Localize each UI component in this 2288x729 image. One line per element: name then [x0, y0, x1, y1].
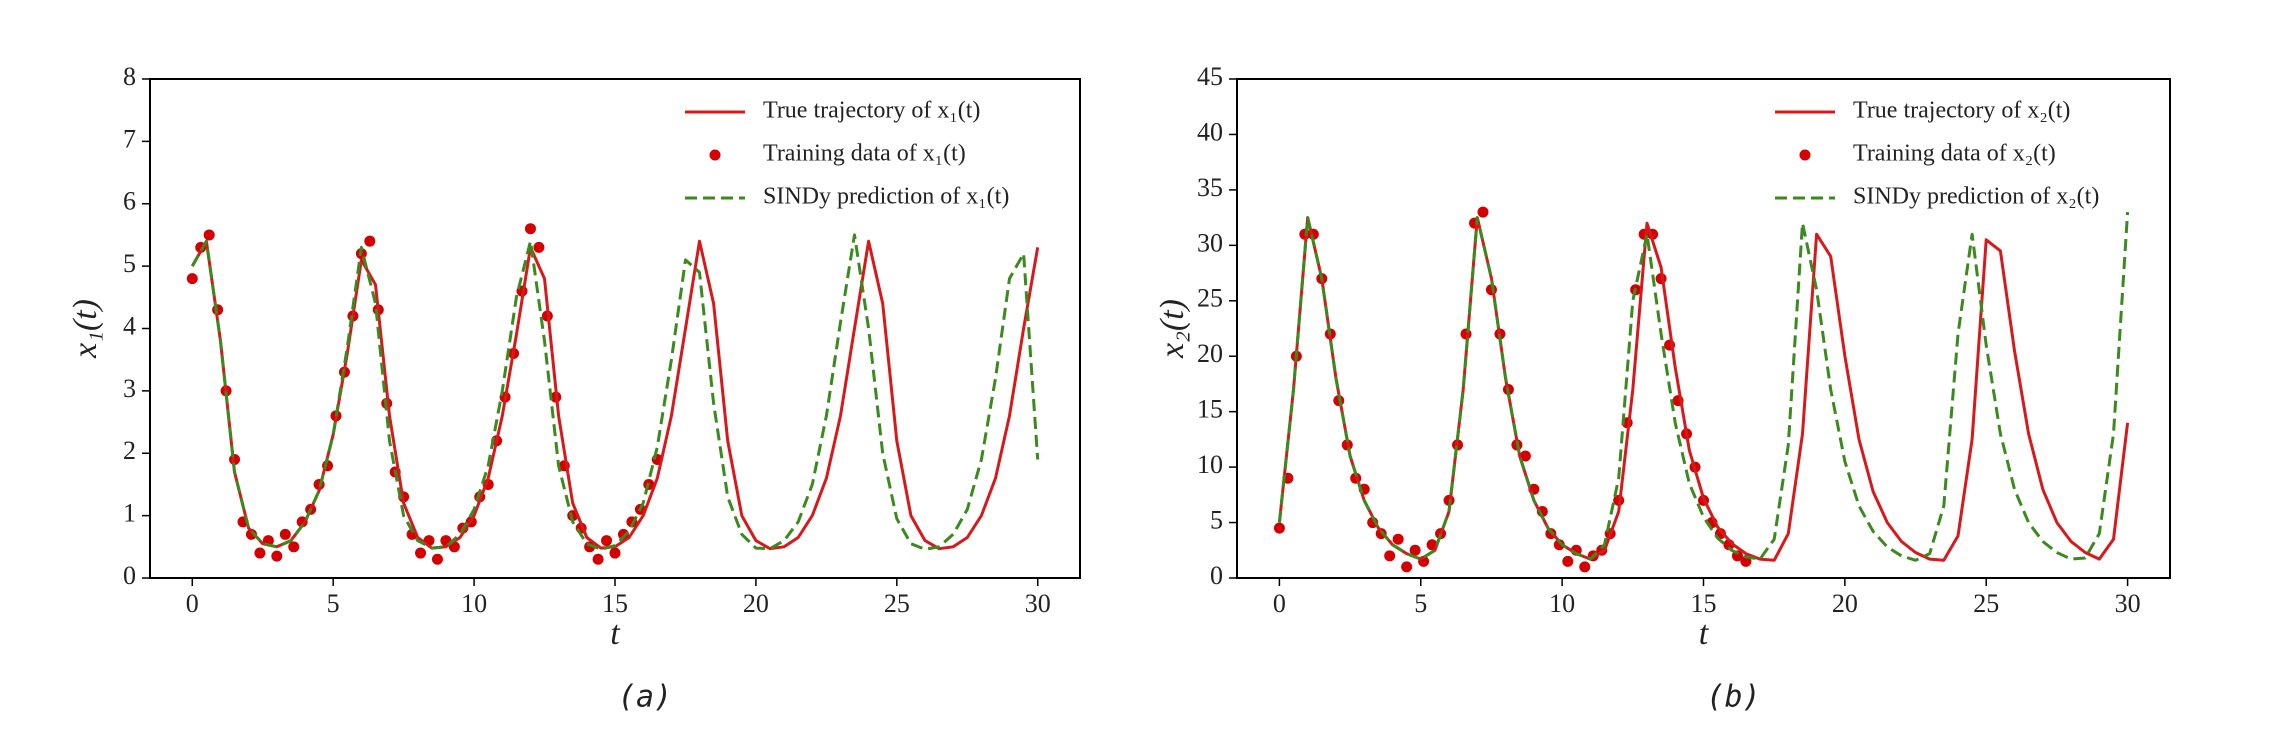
- y-tick-label: 40: [1197, 117, 1223, 146]
- y-tick-label: 45: [1197, 62, 1223, 91]
- data-point: [186, 273, 198, 285]
- data-point: [1409, 544, 1421, 556]
- y-tick-label: 8: [123, 62, 136, 91]
- data-point: [254, 547, 266, 559]
- x-tick-label: 15: [602, 589, 628, 618]
- data-point: [592, 553, 604, 565]
- legend-label: SINDy prediction of x₂(t): [1853, 184, 2099, 210]
- axes-frame: [1236, 78, 2171, 579]
- data-point: [617, 528, 629, 540]
- x-tick-label: 5: [327, 589, 340, 618]
- x-tick-label: 20: [743, 589, 769, 618]
- data-point: [1401, 561, 1413, 573]
- legend-label: True trajectory of x₂(t): [1853, 98, 2070, 124]
- y-tick-label: 4: [123, 311, 136, 340]
- caption: (a): [618, 680, 672, 715]
- legend-marker: [1799, 149, 1811, 161]
- y-tick-label: 35: [1197, 173, 1223, 202]
- data-point: [584, 541, 596, 553]
- data-point: [271, 550, 283, 562]
- data-point: [364, 235, 376, 247]
- data-point: [1553, 539, 1565, 551]
- y-tick-label: 30: [1197, 228, 1223, 257]
- x-tick-label: 25: [1973, 589, 1999, 618]
- y-tick-label: 25: [1197, 284, 1223, 313]
- data-point: [1273, 522, 1285, 534]
- x-axis-label: t: [1699, 615, 1710, 652]
- y-tick-label: 2: [123, 436, 136, 465]
- data-point: [1477, 206, 1489, 218]
- y-tick-label: 20: [1197, 339, 1223, 368]
- plot-area: [1273, 206, 2130, 573]
- data-point: [1384, 550, 1396, 562]
- series-line: [190, 233, 1040, 551]
- axes-frame: [149, 78, 1081, 579]
- x-axis-label: t: [610, 615, 621, 652]
- x-tick-label: 5: [1414, 589, 1427, 618]
- caption: (b): [1706, 680, 1760, 715]
- legend-label: Training data of x₁(t): [763, 141, 966, 167]
- data-point: [609, 547, 621, 559]
- y-tick-label: 3: [123, 374, 136, 403]
- legend-label: True trajectory of x₁(t): [763, 98, 980, 124]
- x-tick-label: 0: [186, 589, 199, 618]
- data-point: [601, 535, 613, 547]
- data-point: [533, 241, 545, 253]
- data-point: [279, 528, 291, 540]
- y-axis-label: x₁(t): [67, 299, 104, 359]
- x-tick-label: 25: [884, 589, 910, 618]
- data-point: [245, 528, 257, 540]
- x-tick-label: 20: [1832, 589, 1858, 618]
- y-tick-label: 6: [123, 187, 136, 216]
- y-tick-label: 5: [123, 249, 136, 278]
- y-tick-label: 15: [1197, 395, 1223, 424]
- legend-label: SINDy prediction of x₁(t): [763, 184, 1009, 210]
- x-tick-label: 30: [1025, 589, 1051, 618]
- data-point: [288, 541, 300, 553]
- data-point: [524, 223, 536, 235]
- x-tick-label: 0: [1273, 589, 1286, 618]
- legend-marker: [709, 149, 721, 161]
- data-point: [203, 229, 215, 241]
- series-line: [1277, 216, 2130, 562]
- y-tick-label: 0: [123, 561, 136, 590]
- y-tick-label: 10: [1197, 450, 1223, 479]
- data-point: [1562, 555, 1574, 567]
- x-tick-label: 10: [1549, 589, 1575, 618]
- y-tick-label: 0: [1210, 561, 1223, 590]
- y-tick-label: 7: [123, 124, 136, 153]
- plot-area: [186, 223, 1040, 565]
- data-point: [415, 547, 427, 559]
- legend-label: Training data of x₂(t): [1853, 141, 2056, 167]
- x-tick-label: 10: [461, 589, 487, 618]
- x-tick-label: 30: [2115, 589, 2141, 618]
- y-tick-label: 5: [1210, 506, 1223, 535]
- x-tick-label: 15: [1691, 589, 1717, 618]
- series-line: [190, 239, 1040, 551]
- series-line: [1277, 212, 2130, 562]
- y-axis-label: x₂(t): [1154, 299, 1191, 359]
- data-point: [1519, 450, 1531, 462]
- data-point: [1392, 533, 1404, 545]
- data-point: [431, 553, 443, 565]
- y-tick-label: 1: [123, 499, 136, 528]
- data-point: [1579, 561, 1591, 573]
